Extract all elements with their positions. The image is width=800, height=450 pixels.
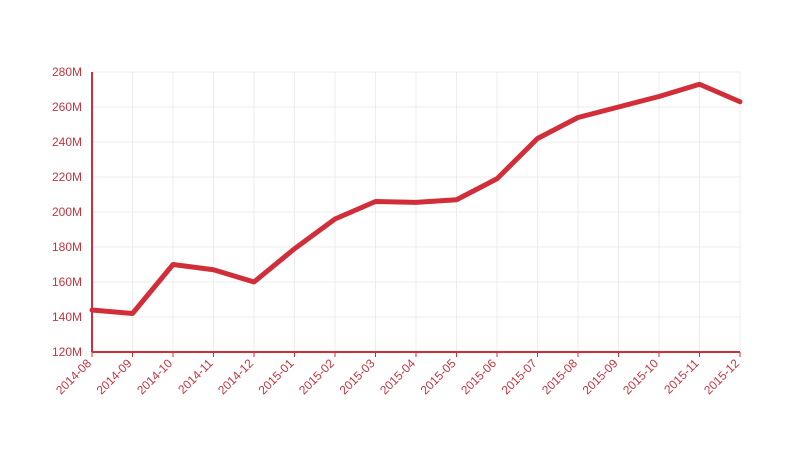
x-tick-label: 2015-03 — [337, 356, 378, 397]
line-series — [89, 81, 743, 316]
y-tick-label: 180M — [52, 240, 82, 254]
x-tick-label: 2015-01 — [256, 356, 297, 397]
x-tick-label: 2015-12 — [701, 356, 742, 397]
y-tick-label: 240M — [52, 135, 82, 149]
x-tick-label: 2015-09 — [580, 356, 621, 397]
x-tick-label: 2014-12 — [215, 356, 256, 397]
x-tick-label: 2014-10 — [134, 356, 175, 397]
x-tick-label: 2015-08 — [539, 356, 580, 397]
x-tick-label: 2015-04 — [377, 356, 418, 397]
x-tick-label: 2015-07 — [499, 356, 540, 397]
x-tick-label: 2015-11 — [661, 356, 702, 397]
x-tick-label: 2014-08 — [53, 356, 94, 397]
y-tick-label: 220M — [52, 170, 82, 184]
y-tick-label: 260M — [52, 100, 82, 114]
x-tick-label: 2014-09 — [94, 356, 135, 397]
x-tick-label: 2015-02 — [296, 356, 337, 397]
y-tick-label: 200M — [52, 205, 82, 219]
y-tick-label: 280M — [52, 65, 82, 79]
x-tick-label: 2015-05 — [418, 356, 459, 397]
y-tick-label: 120M — [52, 345, 82, 359]
y-tick-label: 160M — [52, 275, 82, 289]
x-tick-label: 2015-10 — [620, 356, 661, 397]
y-tick-label: 140M — [52, 310, 82, 324]
x-tick-label: 2014-11 — [175, 356, 216, 397]
x-tick-label: 2015-06 — [458, 356, 499, 397]
